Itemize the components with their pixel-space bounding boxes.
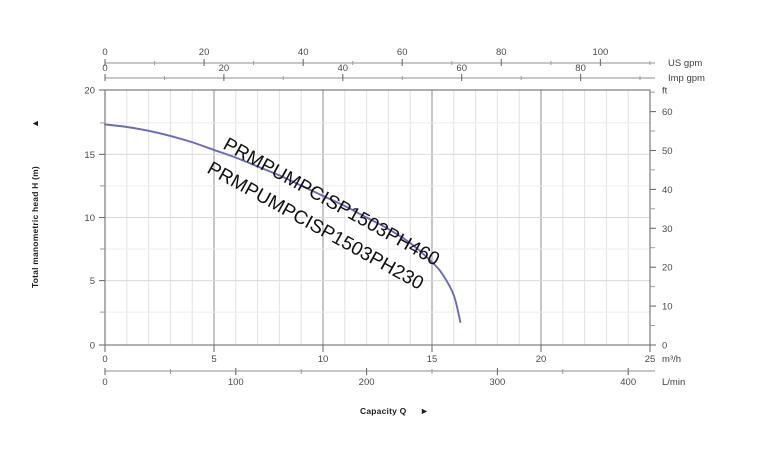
tick-ft-30: 30 (662, 224, 673, 235)
tick-lmin-300: 300 (489, 377, 505, 388)
tick-imp-gpm-20: 20 (219, 63, 230, 74)
x-axis-arrow-icon: ► (420, 406, 429, 416)
axis-capacity-m3h: 0 5 10 15 20 25 m³/h (102, 345, 681, 365)
tick-us-gpm-60: 60 (397, 47, 408, 58)
tick-m3h-15: 15 (427, 354, 438, 365)
tick-ft-10: 10 (662, 302, 673, 313)
tick-ft-20: 20 (662, 263, 673, 274)
tick-us-gpm-40: 40 (298, 47, 309, 58)
y-axis-title: Total manometric head H (m) (30, 166, 40, 288)
axis-imp-gpm: 0 20 40 60 80 Imp gpm (102, 63, 705, 84)
tick-lmin-200: 200 (359, 377, 375, 388)
tick-us-gpm-80: 80 (496, 47, 507, 58)
tick-imp-gpm-0: 0 (102, 63, 107, 74)
tick-ft-40: 40 (662, 185, 673, 196)
tick-lmin-400: 400 (620, 377, 636, 388)
axis-head-feet: 0 10 20 30 40 50 60 ft (650, 86, 673, 352)
tick-ft-0: 0 (662, 341, 667, 352)
tick-m3h-20: 20 (536, 354, 547, 365)
tick-head-5: 5 (90, 276, 95, 287)
unit-label-m3h: m³/h (662, 354, 681, 365)
tick-us-gpm-0: 0 (102, 47, 107, 58)
unit-label-ft: ft (662, 86, 668, 97)
axis-head-meters: 20 15 10 5 0 (84, 86, 105, 352)
tick-lmin-0: 0 (102, 377, 107, 388)
grid-horizontal (105, 122, 650, 313)
unit-label-imp-gpm: Imp gpm (668, 73, 705, 84)
y-axis-arrow-icon: ▲ (30, 119, 40, 128)
curve-group (104, 123, 462, 323)
x-axis-title: Capacity Q (360, 406, 407, 416)
axis-titles: Total manometric head H (m) ▲ Capacity Q… (30, 119, 429, 416)
tick-us-gpm-100: 100 (592, 47, 608, 58)
tick-head-15: 15 (84, 150, 95, 161)
tick-m3h-10: 10 (318, 354, 329, 365)
axis-capacity-lmin: 0 100 200 300 400 L/min (102, 368, 685, 388)
tick-imp-gpm-80: 80 (575, 63, 586, 74)
unit-label-lmin: L/min (662, 377, 685, 388)
tick-ft-60: 60 (662, 107, 673, 118)
axis-us-gpm: 0 20 40 60 80 100 US gpm (102, 47, 702, 69)
tick-ft-50: 50 (662, 146, 673, 157)
tick-m3h-25: 25 (645, 354, 656, 365)
tick-lmin-100: 100 (228, 377, 244, 388)
tick-m3h-5: 5 (211, 354, 216, 365)
tick-m3h-0: 0 (102, 354, 107, 365)
pump-curve-ph460 (104, 123, 462, 323)
tick-us-gpm-20: 20 (199, 47, 210, 58)
unit-label-us-gpm: US gpm (668, 58, 702, 69)
tick-head-0: 0 (90, 341, 95, 352)
tick-imp-gpm-40: 40 (338, 63, 349, 74)
tick-imp-gpm-60: 60 (456, 63, 467, 74)
tick-head-20: 20 (84, 86, 95, 97)
tick-head-10: 10 (84, 213, 95, 224)
